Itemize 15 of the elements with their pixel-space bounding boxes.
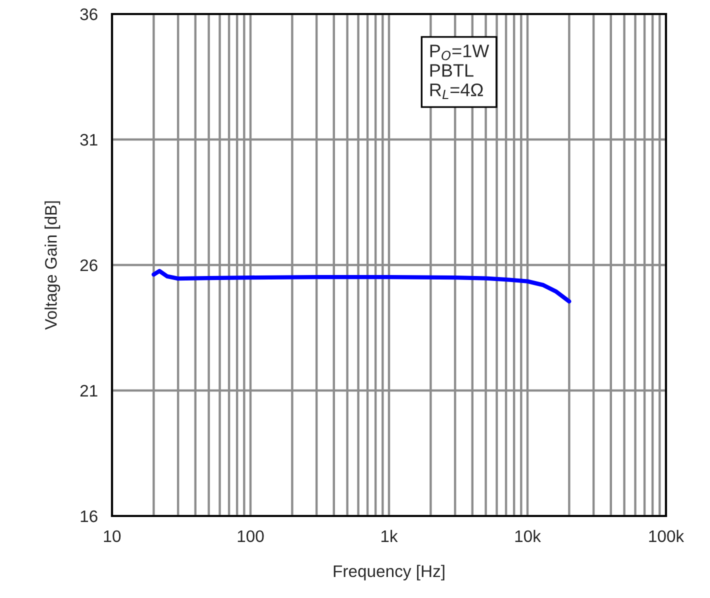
x-axis-title: Frequency [Hz]: [334, 564, 444, 580]
x-tick-label: 10k: [515, 530, 541, 542]
annotation: P$_{O}$=1W: [430, 44, 490, 60]
y-tick-label: 21: [80, 384, 98, 397]
y-axis-title: Voltage Gain [dB]: [44, 201, 60, 330]
y-tick-label: 16: [80, 510, 98, 522]
x-tick-label: 10: [104, 530, 121, 542]
y-tick-label: 26: [80, 259, 98, 272]
x-tick-label: 100k: [649, 530, 684, 542]
y-tick-label: 36: [80, 8, 98, 20]
annotation: PBTL: [430, 64, 474, 77]
annotation: R$_{L}$=4Ω: [430, 83, 483, 100]
y-tick-label: 31: [80, 134, 98, 146]
x-tick-label: 100: [238, 530, 264, 542]
x-tick-label: 1k: [381, 530, 398, 542]
